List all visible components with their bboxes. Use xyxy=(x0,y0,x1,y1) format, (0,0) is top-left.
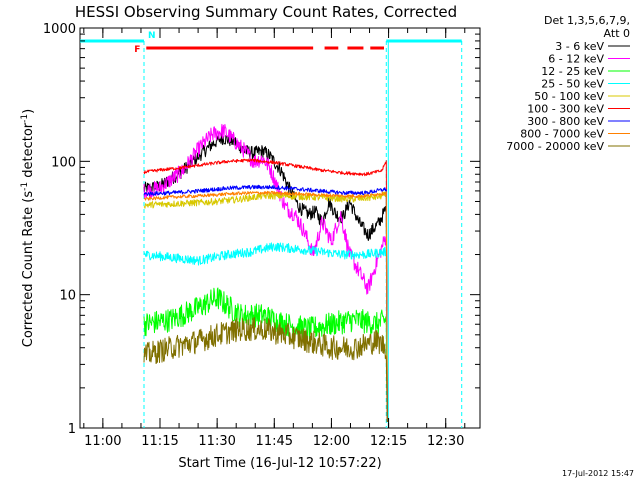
y-axis-label: Corrected Count Rate (s-1 detector-1) xyxy=(20,109,36,347)
legend-entry-label: 300 - 800 keV xyxy=(527,115,604,128)
y-axis-label-mid: detector xyxy=(21,122,36,182)
series-line-50-100-kev xyxy=(143,191,388,423)
flare-marker-label: F xyxy=(134,45,140,55)
legend-entry-label: 50 - 100 keV xyxy=(534,90,604,103)
x-tick-label: 11:30 xyxy=(198,434,235,449)
x-tick-label: 11:15 xyxy=(141,434,178,449)
chart-title: HESSI Observing Summary Count Rates, Cor… xyxy=(75,3,457,21)
legend-entry-label: 7000 - 20000 keV xyxy=(506,140,604,153)
y-tick-label: 10 xyxy=(59,289,76,304)
x-axis-label: Start Time (16-Jul-12 10:57:22) xyxy=(178,456,381,471)
legend-entry-label: 3 - 6 keV xyxy=(555,40,604,53)
legend-entry-label: 6 - 12 keV xyxy=(548,53,604,66)
y-tick-label: 1 xyxy=(68,422,76,437)
x-tick-label: 12:30 xyxy=(427,434,464,449)
series-line-12-25-kev xyxy=(143,287,388,423)
series-line-300-800-kev xyxy=(143,184,388,423)
y-axis-label-sup2: -1 xyxy=(20,114,30,123)
y-tick-label: 1000 xyxy=(43,22,76,37)
x-tick-label: 11:00 xyxy=(84,434,121,449)
legend-entry-label: 25 - 50 keV xyxy=(541,78,604,91)
y-axis-label-main: Corrected Count Rate (s xyxy=(21,191,36,348)
legend-entry-label: 100 - 300 keV xyxy=(527,103,604,116)
series-line-3-6-kev xyxy=(143,132,388,423)
plot-frame xyxy=(79,27,481,429)
x-tick-label: 12:15 xyxy=(370,434,407,449)
legend-entry-label: 800 - 7000 keV xyxy=(520,128,604,141)
legend-header-line1: Det 1,3,5,6,7,9, xyxy=(544,14,630,27)
series-line-800-7000-kev xyxy=(144,190,388,423)
y-tick-label: 100 xyxy=(51,155,76,170)
legend-header-line2: Att 0 xyxy=(604,27,630,40)
series-line-100-300-kev xyxy=(143,158,388,423)
series-line-25-50-kev xyxy=(143,242,388,423)
y-axis-label-sup1: -1 xyxy=(20,182,30,191)
x-tick-label: 11:45 xyxy=(256,434,293,449)
timestamp-footer: 17-Jul-2012 15:47 xyxy=(562,469,634,478)
series-line-7000-20000-kev xyxy=(143,316,388,423)
y-axis-label-end: ) xyxy=(21,109,36,114)
legend-entry-label: 12 - 25 keV xyxy=(541,65,604,78)
saa-marker-label: N xyxy=(148,31,156,41)
x-tick-label: 12:00 xyxy=(313,434,350,449)
